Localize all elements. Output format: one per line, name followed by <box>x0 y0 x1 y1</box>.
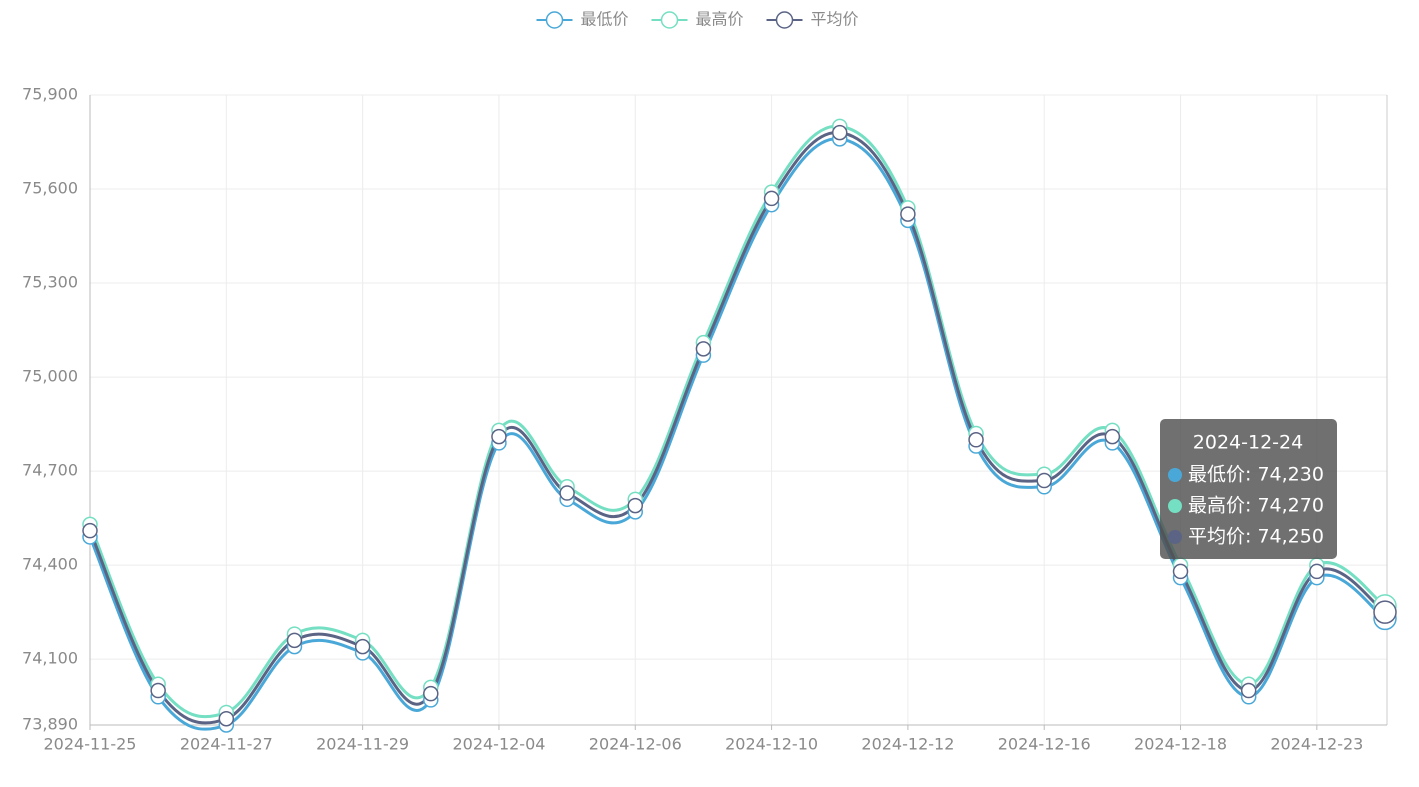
x-tick-label: 2024-12-18 <box>1134 735 1227 754</box>
tooltip-dot <box>1168 468 1182 482</box>
point <box>1104 428 1121 445</box>
legend-label: 平均价 <box>811 10 859 29</box>
x-tick-label: 2024-12-10 <box>725 735 818 754</box>
legend-marker <box>660 11 679 29</box>
point <box>559 485 575 501</box>
y-tick-label: 74,400 <box>22 555 78 574</box>
legend-marker <box>545 11 564 29</box>
x-tick-label: 2024-12-12 <box>861 735 954 754</box>
y-tick-label: 75,600 <box>22 179 78 198</box>
tooltip-item: 最低价: 74,230 <box>1188 464 1324 486</box>
point <box>1172 563 1189 580</box>
tooltip-item: 最高价: 74,270 <box>1188 495 1324 517</box>
y-tick-label: 75,900 <box>22 85 78 104</box>
x-tick-label: 2024-12-16 <box>998 735 1091 754</box>
tooltip: 2024-12-24 最低价: 74,230 最高价: 74,270 平均价: 74,… <box>1160 419 1337 559</box>
point <box>1309 563 1325 580</box>
point <box>695 341 712 357</box>
x-tick-label: 2024-11-25 <box>44 735 137 754</box>
x-tick-label: 2024-11-29 <box>316 735 409 754</box>
point <box>627 497 644 514</box>
y-tick-label: 74,100 <box>22 649 78 668</box>
tooltip-item: 平均价: 74,250 <box>1188 526 1324 548</box>
point <box>82 522 98 539</box>
point <box>968 432 984 448</box>
tooltip-dot <box>1168 499 1182 513</box>
y-tick-label: 73,890 <box>22 715 78 734</box>
legend-label: 最低价 <box>581 10 629 29</box>
point <box>1373 600 1397 624</box>
point <box>150 682 166 699</box>
tooltip-box <box>1160 419 1337 559</box>
x-tick-label: 2024-12-04 <box>452 735 545 754</box>
legend-label: 最高价 <box>696 10 744 29</box>
point <box>1240 682 1257 699</box>
tooltip-dot <box>1168 530 1182 544</box>
x-tick-label: 2024-11-27 <box>180 735 273 754</box>
y-tick-label: 74,700 <box>22 461 78 480</box>
y-tick-label: 75,000 <box>22 367 78 386</box>
point <box>286 632 303 649</box>
point <box>831 124 848 141</box>
point <box>423 685 439 702</box>
point <box>354 638 371 655</box>
point <box>763 190 780 207</box>
point <box>218 710 235 727</box>
y-tick-label: 75,300 <box>22 273 78 292</box>
point <box>900 206 916 222</box>
point <box>1036 472 1052 489</box>
legend-marker <box>775 11 794 29</box>
tooltip-title: 2024-12-24 <box>1193 432 1303 454</box>
point <box>491 428 507 445</box>
x-tick-label: 2024-12-06 <box>589 735 682 754</box>
x-tick-label: 2024-12-23 <box>1270 735 1363 754</box>
